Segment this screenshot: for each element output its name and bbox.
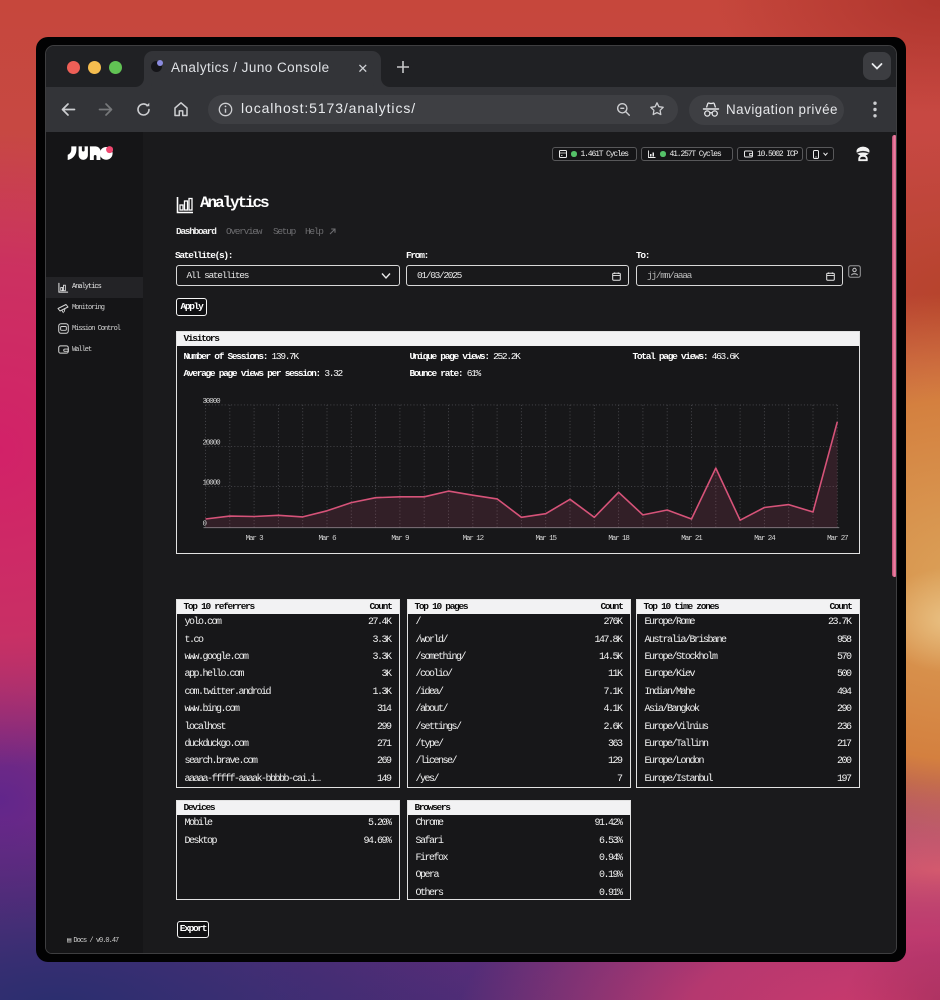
- svg-text:Mar 21: Mar 21: [681, 535, 703, 543]
- svg-text:Mar 9: Mar 9: [391, 535, 409, 543]
- svg-text:Mar 3: Mar 3: [245, 535, 264, 543]
- svg-text:0: 0: [202, 521, 207, 529]
- svg-text:Mar 12: Mar 12: [462, 535, 483, 543]
- svg-text:Mar 18: Mar 18: [608, 535, 629, 543]
- svg-text:10000: 10000: [202, 480, 221, 488]
- svg-text:Mar 15: Mar 15: [535, 535, 557, 543]
- svg-text:30000: 30000: [202, 398, 221, 406]
- svg-text:Mar 6: Mar 6: [318, 535, 337, 543]
- svg-text:20000: 20000: [202, 440, 221, 448]
- svg-text:Mar 27: Mar 27: [827, 535, 848, 543]
- svg-text:Mar 24: Mar 24: [754, 535, 776, 543]
